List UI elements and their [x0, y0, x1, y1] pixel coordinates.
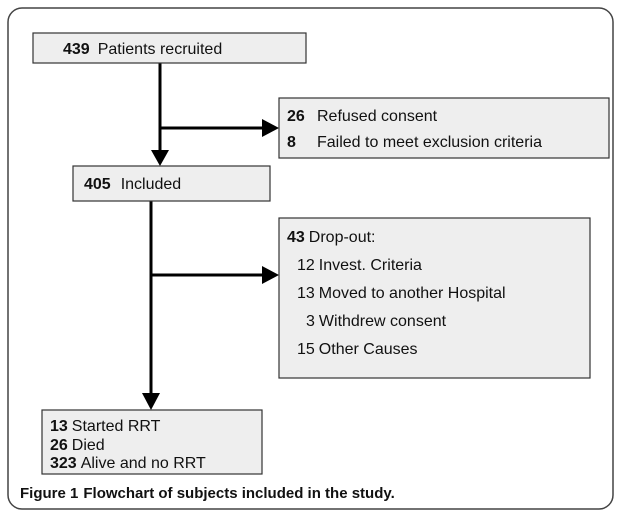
label: Patients recruited	[98, 41, 223, 58]
label: Died	[72, 437, 105, 454]
label: Other Causes	[319, 341, 418, 358]
node-text: 15 Other Causes	[297, 341, 418, 358]
label: Invest. Criteria	[319, 257, 422, 274]
node-text: 405 Included	[84, 176, 181, 193]
count: 15	[297, 341, 315, 358]
label: Included	[121, 176, 182, 193]
node-text: 43 Drop-out:	[287, 229, 376, 246]
label: Failed to meet exclusion criteria	[317, 134, 542, 151]
label: Started RRT	[72, 418, 161, 435]
count: 26	[50, 437, 68, 454]
count: 43	[287, 229, 305, 246]
count: 3	[306, 313, 315, 330]
node-box	[32, 32, 307, 64]
arrowhead	[142, 393, 160, 410]
caption-text: Flowchart of subjects included in the st…	[83, 485, 394, 502]
count: 13	[50, 418, 68, 435]
caption-label: Figure 1	[20, 485, 78, 502]
node-box	[72, 165, 271, 202]
label: Withdrew consent	[319, 313, 447, 330]
arrowhead	[262, 119, 279, 137]
arrowhead	[151, 150, 169, 166]
node-box	[278, 217, 591, 379]
label: Refused consent	[317, 108, 438, 125]
node-text: 439 Patients recruited	[63, 41, 222, 58]
node-text: 3 Withdrew consent	[306, 313, 447, 330]
count: 12	[297, 257, 315, 274]
label: Alive and no RRT	[81, 455, 206, 472]
node-text: 26 Refused consent	[287, 108, 438, 125]
count: 26	[287, 108, 305, 125]
node-text: 323 Alive and no RRT	[50, 455, 206, 472]
count: 13	[297, 285, 315, 302]
node-text: 13 Started RRT	[50, 418, 161, 435]
count: 323	[50, 455, 77, 472]
node-box	[278, 97, 610, 159]
node-text: 12 Invest. Criteria	[297, 257, 422, 274]
arrowhead	[262, 266, 279, 284]
node-box	[41, 409, 263, 475]
node-text: 13 Moved to another Hospital	[297, 285, 506, 302]
label: Moved to another Hospital	[319, 285, 506, 302]
count: 8	[287, 134, 296, 151]
count: 439	[63, 41, 90, 58]
node-text: 8 Failed to meet exclusion criteria	[287, 134, 542, 151]
node-text: 26 Died	[50, 437, 105, 454]
label: Drop-out:	[309, 229, 376, 246]
count: 405	[84, 176, 111, 193]
caption: Figure 1 Flowchart of subjects included i…	[20, 485, 395, 502]
